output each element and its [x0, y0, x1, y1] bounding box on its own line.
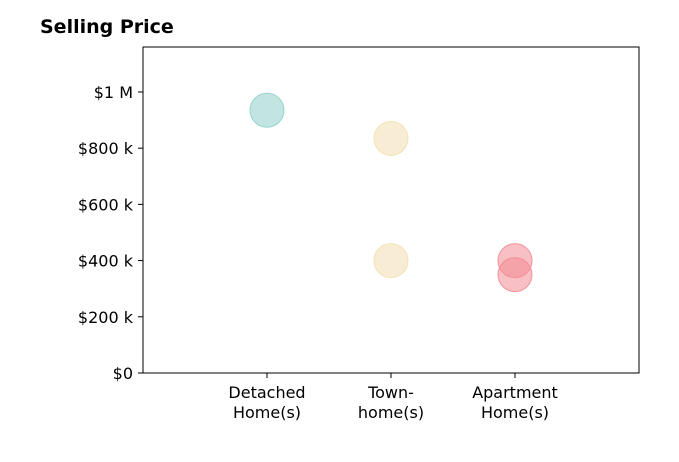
data-point — [249, 92, 285, 128]
x-tick-label: Home(s) — [233, 403, 301, 422]
y-tick-label: $800 k — [78, 139, 134, 158]
chart-title: Selling Price — [40, 16, 174, 38]
y-tick-label: $1 M — [94, 83, 133, 102]
x-tick-label: Town- — [367, 383, 414, 402]
x-tick-label: Home(s) — [481, 403, 549, 422]
y-axis: $0 $200 k $400 k $600 k $800 k $1 M — [78, 83, 143, 383]
data-point — [373, 243, 409, 279]
x-axis: DetachedHome(s)Town-home(s)ApartmentHome… — [228, 373, 558, 422]
y-tick-label: $600 k — [78, 195, 134, 214]
x-tick-label: Detached — [228, 383, 305, 402]
y-tick-label: $400 k — [78, 252, 134, 271]
x-tick-label: home(s) — [358, 403, 424, 422]
data-point — [373, 120, 409, 156]
data-point — [497, 257, 533, 293]
y-tick-label: $200 k — [78, 308, 134, 327]
plot-area-frame — [142, 46, 640, 374]
x-tick-label: Apartment — [472, 383, 558, 402]
y-tick-label: $0 — [113, 364, 133, 383]
data-points — [249, 92, 533, 293]
